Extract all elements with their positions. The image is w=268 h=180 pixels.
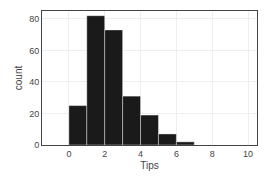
svg-text:4: 4 (138, 149, 143, 159)
svg-text:80: 80 (29, 14, 39, 24)
svg-text:count: count (13, 66, 24, 91)
svg-text:10: 10 (243, 149, 253, 159)
svg-text:40: 40 (29, 77, 39, 87)
svg-text:2: 2 (102, 149, 107, 159)
svg-text:Tips: Tips (140, 160, 159, 171)
svg-text:0: 0 (66, 149, 71, 159)
svg-text:0: 0 (34, 140, 39, 150)
svg-text:20: 20 (29, 109, 39, 119)
svg-text:60: 60 (29, 46, 39, 56)
svg-text:8: 8 (210, 149, 215, 159)
svg-text:6: 6 (174, 149, 179, 159)
